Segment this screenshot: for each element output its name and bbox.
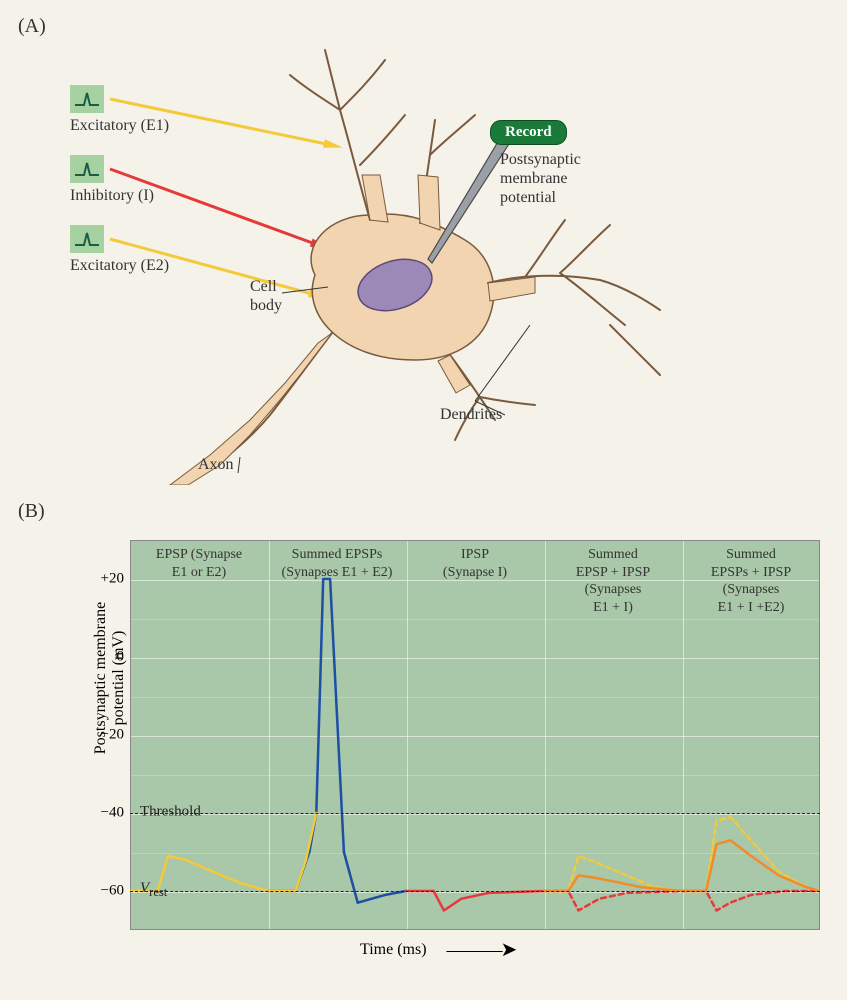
ytick-20: +20 [101,571,124,588]
ytick--60: −60 [101,883,124,900]
col-title-2: IPSP(Synapse I) [410,546,540,581]
neuron-svg [70,25,770,485]
trace-3 [406,891,544,911]
trace-1 [268,579,406,903]
stim-box-E2 [70,225,104,253]
input-E2: Excitatory (E2) [70,225,169,275]
trace-5 [544,891,682,911]
y-axis-title: Postsynaptic membranepotential (mV) [92,578,128,778]
time-arrow-icon: ———➤ [447,937,516,962]
chart-area: Postsynaptic membranepotential (mV) Time… [60,540,820,960]
plot-region: +200−20−40−60ThresholdVrestEPSP (Synapse… [130,540,820,930]
stim-box-I [70,155,104,183]
trace-9 [682,840,820,891]
annotation-axon: Axon [198,455,234,474]
ytick-0: 0 [117,649,125,666]
annotation-cell-body: Cellbody [250,277,282,315]
col-title-1: Summed EPSPs(Synapses E1 + E2) [272,546,402,581]
ytick--20: −20 [101,727,124,744]
ref-label-threshold: Threshold [140,804,201,821]
input-E1: Excitatory (E1) [70,85,169,135]
x-axis-title-text: Time (ms) [360,941,427,959]
annotation-dendrites: Dendrites [440,405,502,424]
x-axis-title: Time (ms) ———➤ [360,937,515,962]
stim-label-E2: Excitatory (E2) [70,257,169,275]
trace-8 [682,891,820,911]
trace-7 [682,817,820,891]
stim-label-E1: Excitatory (E1) [70,117,169,135]
panel-b-label: (B) [18,500,45,523]
annotation-postsynaptic: Postsynapticmembranepotential [500,150,581,208]
ytick--40: −40 [101,805,124,822]
input-I: Inhibitory (I) [70,155,154,205]
trace-4 [544,856,682,891]
stim-label-I: Inhibitory (I) [70,187,154,205]
col-title-0: EPSP (SynapseE1 or E2) [134,546,264,581]
neuron-diagram: Excitatory (E1) Inhibitory (I) Excitatory … [70,25,770,485]
stim-box-E1 [70,85,104,113]
record-badge: Record [490,120,567,145]
ref-label-vrest: Vrest [140,880,167,900]
panel-a-label: (A) [18,15,46,38]
col-title-3: SummedEPSP + IPSP(SynapsesE1 + I) [548,546,678,616]
col-title-4: SummedEPSPs + IPSP(SynapsesE1 + I +E2) [686,546,816,616]
trace-6 [544,875,682,891]
